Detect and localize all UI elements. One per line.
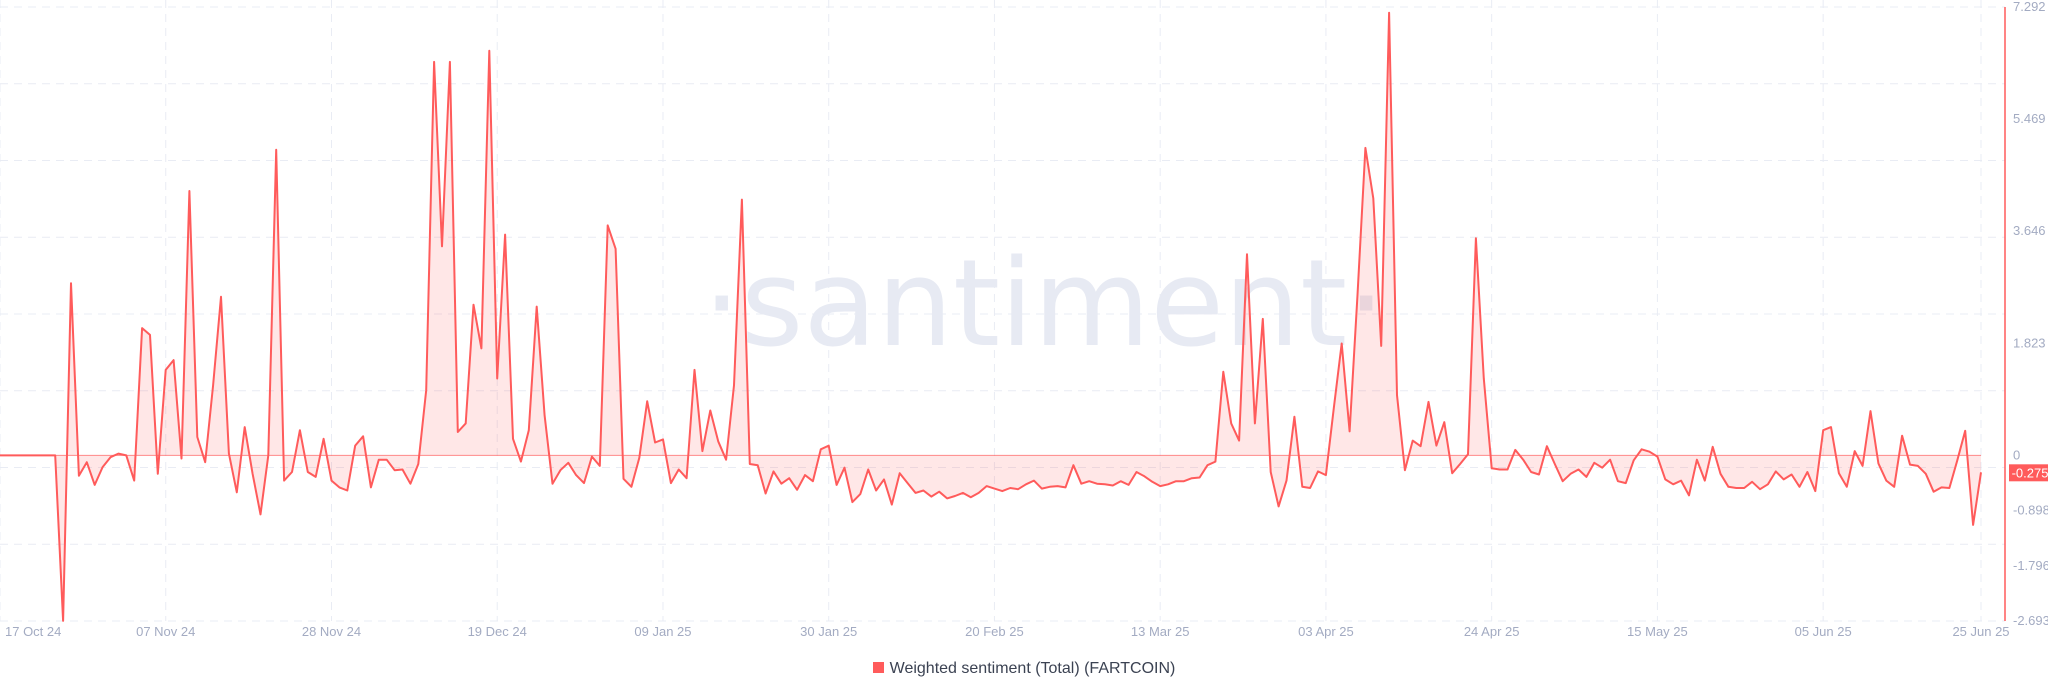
y-tick-label: 0 [2013, 447, 2020, 462]
y-tick-label: 1.823 [2013, 335, 2046, 350]
x-tick-label: 24 Apr 25 [1464, 624, 1520, 639]
last-value-badge-text: -0.275 [2012, 465, 2048, 480]
legend-swatch [872, 662, 884, 673]
y-axis-ticks: 7.292 5.469 3.646 1.823 0 -0.898 -1.796 -2.693 [2013, 0, 2048, 628]
x-tick-label: 30 Jan 25 [800, 624, 857, 639]
legend-label: Weighted sentiment (Total) (FARTCOIN) [889, 660, 1176, 677]
x-tick-label: 09 Jan 25 [634, 624, 691, 639]
x-tick-label: 07 Nov 24 [136, 624, 195, 639]
x-tick-label: 13 Mar 25 [1131, 624, 1190, 639]
x-tick-label: 15 May 25 [1627, 624, 1688, 639]
x-tick-label: 25 Jun 25 [1952, 624, 2009, 639]
y-tick-label: 3.646 [2013, 223, 2046, 238]
x-tick-label: 05 Jun 25 [1795, 624, 1852, 639]
x-tick-label: 17 Oct 24 [5, 624, 61, 639]
x-tick-label: 20 Feb 25 [965, 624, 1024, 639]
y-tick-label: 7.292 [2013, 0, 2046, 14]
y-tick-label: -0.898 [2013, 503, 2048, 518]
santiment-watermark: ·santiment· [703, 235, 1386, 374]
y-tick-label: -2.693 [2013, 613, 2048, 628]
last-value-badge: -0.275 [2009, 464, 2048, 482]
grid [0, 0, 2005, 622]
last-value-badge-bg [2009, 464, 2048, 482]
legend[interactable]: Weighted sentiment (Total) (FARTCOIN) [0, 660, 2048, 678]
y-tick-label: 5.469 [2013, 111, 2046, 126]
x-axis-ticks: 17 Oct 24 07 Nov 24 28 Nov 24 19 Dec 24 09 J… [5, 624, 2010, 639]
x-tick-label: 03 Apr 25 [1298, 624, 1354, 639]
series-line [0, 11, 1982, 622]
y-tick-label: -1.796 [2013, 558, 2048, 573]
x-tick-label: 28 Nov 24 [302, 624, 361, 639]
x-tick-label: 19 Dec 24 [468, 624, 527, 639]
